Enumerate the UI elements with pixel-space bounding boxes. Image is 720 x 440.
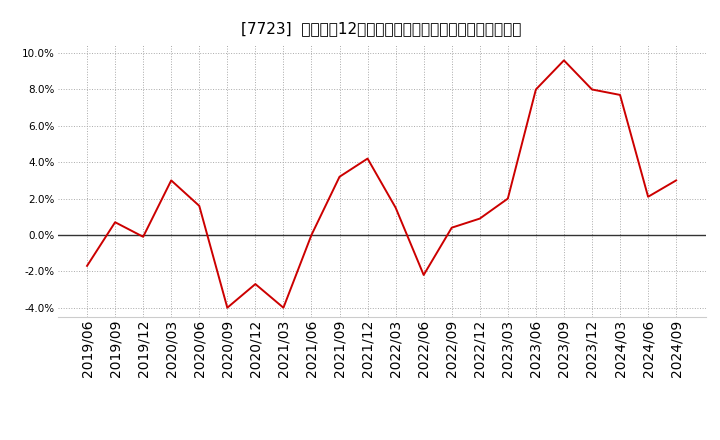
Title: [7723]  売上高の12か月移動合計の対前年同期増減率の推移: [7723] 売上高の12か月移動合計の対前年同期増減率の推移 <box>241 21 522 36</box>
